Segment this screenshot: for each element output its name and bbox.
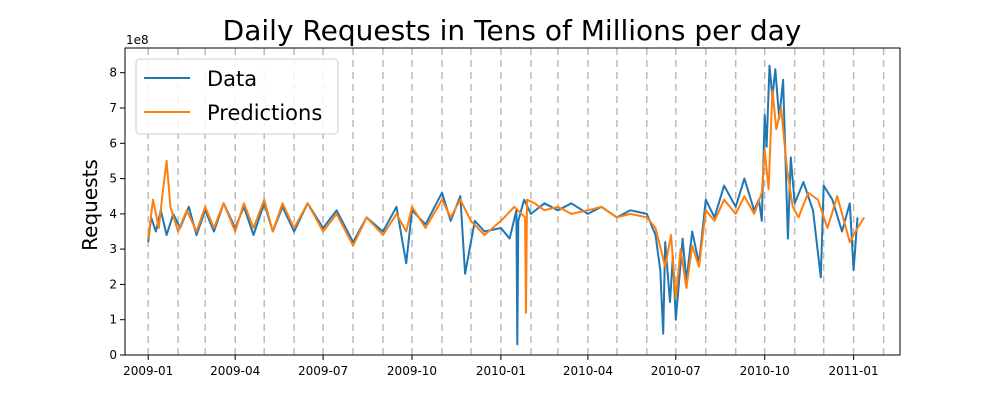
x-axis-ticks: 2009-01 2009-04 2009-07 2009-10 2010-01 2010-… <box>123 355 879 378</box>
y-tick-label: 5 <box>109 172 117 186</box>
x-tick-label: 2011-01 <box>829 364 879 378</box>
y-tick-label: 7 <box>109 101 117 115</box>
y-tick-label: 6 <box>109 136 117 150</box>
series-line-predictions <box>147 89 866 314</box>
legend-label-predictions: Predictions <box>207 101 322 125</box>
x-tick-label: 2009-10 <box>387 364 437 378</box>
series-layer <box>147 64 866 346</box>
y-axis-label: Requests <box>78 159 102 251</box>
plot-frame <box>124 47 901 356</box>
legend: Data Predictions <box>135 58 339 135</box>
y-tick-label: 8 <box>109 66 117 80</box>
y-tick-label: 1 <box>109 313 117 327</box>
x-tick-label: 2009-04 <box>210 364 260 378</box>
y-tick-label: 3 <box>109 242 117 256</box>
x-tick-label: 2010-10 <box>740 364 790 378</box>
y-tick-label: 0 <box>109 348 117 362</box>
y-axis-offset-label: 1e8 <box>126 33 149 47</box>
x-tick-label: 2010-04 <box>563 364 613 378</box>
y-tick-label: 2 <box>109 277 117 291</box>
x-tick-label: 2010-01 <box>476 364 526 378</box>
series-line-data <box>147 64 859 346</box>
legend-label-data: Data <box>207 67 257 91</box>
x-tick-label: 2009-07 <box>298 364 348 378</box>
y-axis-ticks: 0 1 2 3 4 5 6 7 8 <box>109 66 125 362</box>
chart-title: Daily Requests in Tens of Millions per d… <box>223 14 802 47</box>
y-tick-label: 4 <box>109 207 117 221</box>
x-tick-label: 2010-07 <box>651 364 701 378</box>
x-tick-label: 2009-01 <box>123 364 173 378</box>
